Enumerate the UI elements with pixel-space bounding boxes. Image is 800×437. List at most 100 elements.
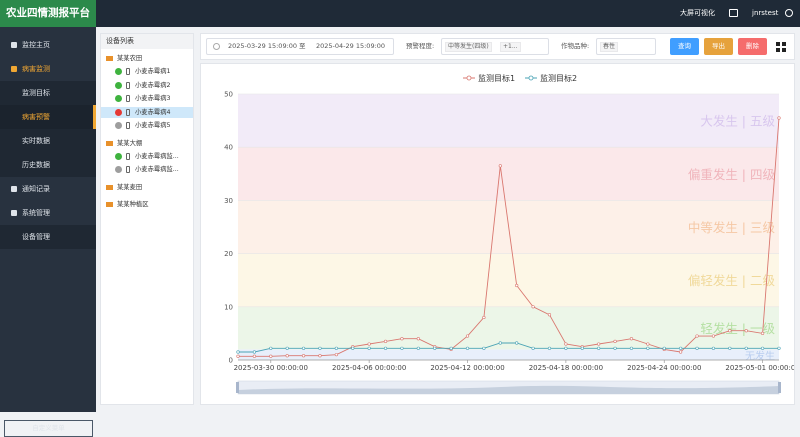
data-point [416,337,420,341]
data-point [777,346,781,350]
status-dot [115,108,122,116]
level-band-label: 偏轻发生 | 二级 [688,273,776,288]
data-point [564,346,568,350]
date-separator: 至 [299,42,306,50]
level-select[interactable]: 中等发生(四级) +1... [441,38,549,55]
menu-icon [11,186,17,192]
data-point [236,354,240,358]
message-icon[interactable] [729,9,738,17]
submenu-item[interactable]: 历史数据 [0,153,96,177]
y-tick-label: 20 [224,250,233,258]
data-point [400,346,404,350]
tree-device[interactable]: 小麦赤霉病3 [101,93,193,104]
status-dot [115,81,122,89]
data-point [662,346,666,350]
data-point [515,283,519,288]
level-band [238,94,779,148]
menu-icon [11,66,17,72]
data-point [498,341,502,345]
level-band-label: 偏重发生 | 四级 [688,167,776,182]
menu-icon [11,210,17,216]
menu-item[interactable]: 系统管理 [0,201,96,225]
data-point [269,346,273,350]
data-point [531,305,535,309]
zoom-handle [778,382,781,393]
app-title: 农业四情测报平台 [0,0,96,27]
y-tick-label: 30 [224,197,233,205]
user-name[interactable]: jnrstest [752,9,779,17]
data-point [547,313,552,317]
device-tree-title: 设备列表 [101,34,193,49]
menu-item[interactable]: 监控主页 [0,33,96,57]
data-point [629,337,634,341]
zoom-preview [238,385,779,394]
action-button[interactable]: 查询 [670,38,699,55]
data-point [334,346,338,350]
submenu-item[interactable]: 实时数据 [0,129,96,153]
status-dot [115,95,122,102]
data-point [301,354,306,358]
data-point [728,329,732,333]
menu-icon [11,42,17,48]
data-point [613,346,617,350]
clock-icon [213,43,220,50]
level-band [238,253,779,307]
zoom-handle [236,382,239,393]
action-button[interactable]: 删除 [738,38,767,55]
level-tag: 中等发生(四级) [445,42,492,52]
data-point [367,346,371,350]
device-icon [126,95,130,102]
data-point [564,342,568,346]
menu-item[interactable]: 通知记录 [0,177,96,201]
data-point [318,346,322,350]
data-point [252,350,256,354]
data-point [498,164,502,168]
tree-device[interactable]: 小麦赤霉病监... [101,164,193,175]
data-point [531,346,535,350]
x-tick-label: 2025-03-30 00:00:00 [234,364,308,372]
tree-device[interactable]: 小麦赤霉病监... [101,151,193,162]
crop-label: 作物品种: [561,42,590,50]
submenu-item[interactable]: 监测目标 [0,81,96,105]
x-tick-label: 2025-05-01 00:00:00 [725,364,794,372]
data-point [449,346,453,350]
data-point [301,346,306,350]
tree-group[interactable]: 某某大棚 [101,138,193,149]
date-range[interactable] [206,38,394,55]
chart-panel: 无发生 轻发生 | 一级 偏轻发生 | 二级 中等发生 | 三级 偏重发生 | 四级 大发… [200,63,800,405]
big-screen-link[interactable]: 大屏可视化 [680,9,715,17]
tree-group[interactable]: 某某农田 [101,53,193,64]
y-tick-label: 0 [229,357,233,365]
crop-select[interactable]: 春性 [596,38,656,55]
level-band-label: 中等发生 | 三级 [688,220,776,235]
tree-device[interactable]: 小麦赤霉病2 [101,80,193,91]
tree-device[interactable]: 小麦赤霉病4 [101,106,193,118]
user-icon[interactable] [785,9,793,17]
legend-marker [528,75,534,81]
level-tag: +1... [500,42,521,52]
active-indicator [93,105,96,129]
level-band-label: 无发生 [745,350,775,363]
data-point [580,346,584,350]
level-band-label: 大发生 | 五级 [700,114,775,129]
data-point [433,346,437,350]
data-point [646,346,650,350]
tree-group[interactable]: 某某种植区 [101,199,193,210]
tree-device[interactable]: 小麦赤霉病1 [101,66,193,77]
data-point [367,342,371,346]
level-label: 预警程度: [406,42,435,50]
submenu-item[interactable]: 设备管理 [0,225,96,249]
top-bar: 农业四情测报平台 大屏可视化 jnrstest [0,0,800,27]
tree-group[interactable]: 某某麦田 [101,182,193,193]
layout-icon[interactable] [776,42,786,52]
device-tree: 设备列表 某某农田小麦赤霉病1 小麦赤霉病2 小麦赤霉病3 小麦赤霉病4 小麦赤霉病5 某… [100,33,194,405]
custom-menu-button[interactable]: 自定义菜单 [4,420,93,437]
action-button[interactable]: 导出 [704,38,733,55]
menu-item[interactable]: 病害监测 [0,57,96,81]
data-point [744,329,748,333]
submenu-item[interactable]: 病害预警 [0,105,96,129]
data-point [629,346,634,350]
tree-device[interactable]: 小麦赤霉病5 [101,120,193,131]
